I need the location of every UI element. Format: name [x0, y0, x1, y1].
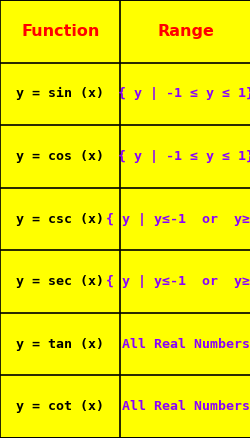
Text: y = cos (x): y = cos (x)	[16, 150, 104, 163]
Text: y = cot (x): y = cot (x)	[16, 400, 104, 413]
Text: y = csc (x): y = csc (x)	[16, 212, 104, 226]
Text: { y | -1 ≤ y ≤ 1}: { y | -1 ≤ y ≤ 1}	[117, 87, 250, 100]
Text: Range: Range	[157, 24, 213, 39]
Text: y = sin (x): y = sin (x)	[16, 87, 104, 100]
Text: { y | y≤-1  or  y≥1}: { y | y≤-1 or y≥1}	[105, 275, 250, 288]
Text: All Real Numbers: All Real Numbers	[121, 400, 249, 413]
Text: { y | -1 ≤ y ≤ 1}: { y | -1 ≤ y ≤ 1}	[117, 150, 250, 163]
Text: { y | y≤-1  or  y≥1}: { y | y≤-1 or y≥1}	[105, 212, 250, 226]
Text: All Real Numbers: All Real Numbers	[121, 338, 249, 351]
Text: Function: Function	[21, 24, 99, 39]
Text: y = sec (x): y = sec (x)	[16, 275, 104, 288]
Text: y = tan (x): y = tan (x)	[16, 338, 104, 351]
